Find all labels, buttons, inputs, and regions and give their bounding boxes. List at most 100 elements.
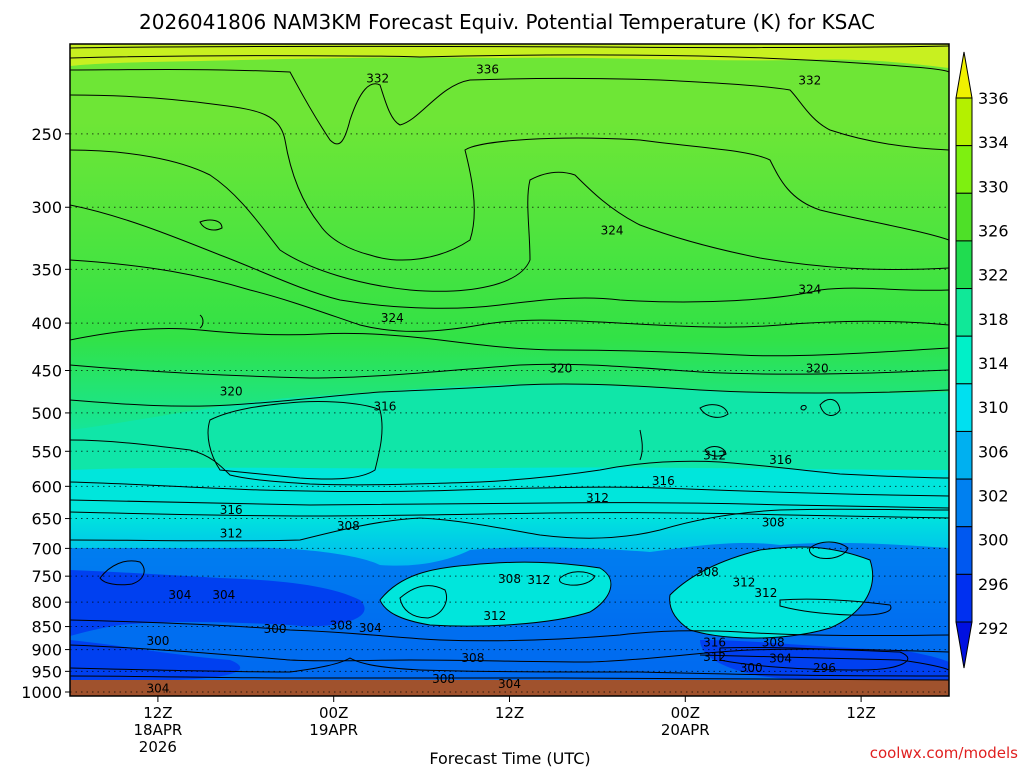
contour-label: 312 xyxy=(220,527,243,541)
contour-label: 312 xyxy=(732,576,755,590)
contour-label: 308 xyxy=(762,635,785,649)
x-axis-label: Forecast Time (UTC) xyxy=(429,749,590,768)
contour-label: 320 xyxy=(220,384,243,398)
colorbar-label: 306 xyxy=(978,442,1009,461)
y-tick-label: 600 xyxy=(31,477,62,496)
colorbar-label: 310 xyxy=(978,398,1009,417)
colorbar-label: 326 xyxy=(978,222,1009,241)
colorbar-segment xyxy=(955,145,973,194)
colorbar: 336 334 330 326 322 318 314 310 306 302 300 296 292 xyxy=(955,51,1009,669)
y-tick-label: 1000 xyxy=(21,683,62,702)
contour-label: 312 xyxy=(527,573,550,587)
y-tick-label: 700 xyxy=(31,539,62,558)
x-tick-label: 12Z xyxy=(495,704,524,722)
contour-label: 324 xyxy=(798,283,821,297)
colorbar-label: 334 xyxy=(978,133,1009,152)
y-tick-label: 500 xyxy=(31,404,62,423)
contour-label: 312 xyxy=(586,491,609,505)
contour-label: 316 xyxy=(220,503,243,517)
contour-label: 308 xyxy=(762,515,785,529)
grid-lines xyxy=(70,133,949,693)
y-tick-label: 350 xyxy=(31,260,62,279)
x-tick-label: 12Z xyxy=(846,704,875,722)
contour-label: 332 xyxy=(366,72,389,86)
colorbar-segment xyxy=(955,383,973,432)
contour-label: 304 xyxy=(146,681,169,695)
x-tick-label: 12Z xyxy=(143,704,172,722)
colorbar-segment xyxy=(955,240,973,290)
x-tick-label: 00Z xyxy=(319,704,348,722)
contour-label: 324 xyxy=(381,311,404,325)
x-tick-label: 20APR xyxy=(661,721,710,739)
colorbar-segment xyxy=(955,478,973,528)
y-tick-label: 850 xyxy=(31,618,62,637)
contour-label: 304 xyxy=(498,677,521,691)
contour-label: 312 xyxy=(703,650,726,664)
contour-label: 304 xyxy=(769,651,792,665)
colorbar-label: 300 xyxy=(978,531,1009,550)
colorbar-segment xyxy=(955,288,973,337)
colorbar-label: 296 xyxy=(978,575,1009,594)
contour-label: 336 xyxy=(476,62,499,76)
y-tick-label: 450 xyxy=(31,361,62,380)
field-region-lower-mid xyxy=(70,467,949,520)
credit-text: coolwx.com/models xyxy=(870,744,1018,762)
chart-title: 2026041806 NAM3KM Forecast Equiv. Potent… xyxy=(139,10,875,34)
contour-label: 316 xyxy=(652,474,675,488)
colorbar-segment xyxy=(955,621,973,669)
y-tick-label: 650 xyxy=(31,510,62,529)
contour-label: 316 xyxy=(374,399,397,413)
contour-label: 300 xyxy=(740,661,763,675)
contour-label: 304 xyxy=(359,621,382,635)
y-tick-label: 550 xyxy=(31,442,62,461)
contour-label: 320 xyxy=(549,362,572,376)
field-region-upper xyxy=(70,44,949,68)
contour-label: 308 xyxy=(432,672,455,686)
y-tick-label: 800 xyxy=(31,593,62,612)
contour-label: 316 xyxy=(769,453,792,467)
colorbar-label: 330 xyxy=(978,177,1009,196)
colorbar-label: 314 xyxy=(978,354,1009,373)
contour-label: 316 xyxy=(703,635,726,649)
colorbar-label: 302 xyxy=(978,487,1009,506)
contour-label: 308 xyxy=(498,572,521,586)
y-tick-label: 750 xyxy=(31,567,62,586)
colorbar-segment xyxy=(955,526,973,575)
colorbar-segment xyxy=(955,97,973,147)
contour-label: 312 xyxy=(754,586,777,600)
contour-label: 308 xyxy=(461,651,484,665)
ground-surface xyxy=(70,680,949,696)
colorbar-segment xyxy=(955,573,973,623)
field-region-lowest xyxy=(70,570,949,685)
contour-label: 308 xyxy=(696,565,719,579)
x-tick-label: 18APR xyxy=(133,721,182,739)
y-tick-label: 900 xyxy=(31,641,62,660)
contour-label: 312 xyxy=(483,609,506,623)
plot-area xyxy=(70,44,949,696)
y-axis: 250 300 350 400 450 500 550 600 650 700 750 800 850 9… xyxy=(21,125,70,702)
contour-lines xyxy=(70,45,949,681)
colorbar-segment xyxy=(955,335,973,385)
colorbar-segment xyxy=(955,430,973,480)
contour-label: 320 xyxy=(806,362,829,376)
contour-label: 308 xyxy=(337,519,360,533)
y-tick-label: 250 xyxy=(31,125,62,144)
contour-label: 332 xyxy=(798,74,821,88)
x-tick-label: 19APR xyxy=(309,721,358,739)
y-tick-label: 950 xyxy=(31,662,62,681)
contour-label: 304 xyxy=(212,588,235,602)
contour-label: 296 xyxy=(813,661,836,675)
y-tick-label: 400 xyxy=(31,314,62,333)
contour-label: 300 xyxy=(264,622,287,636)
contour-label: 312 xyxy=(703,449,726,463)
x-tick-label: 2026 xyxy=(139,738,177,756)
colorbar-label: 318 xyxy=(978,310,1009,329)
contour-label: 300 xyxy=(146,634,169,648)
colorbar-label: 292 xyxy=(978,619,1009,638)
y-tick-label: 300 xyxy=(31,198,62,217)
contour-label: 308 xyxy=(330,619,353,633)
colorbar-label: 322 xyxy=(978,266,1009,285)
